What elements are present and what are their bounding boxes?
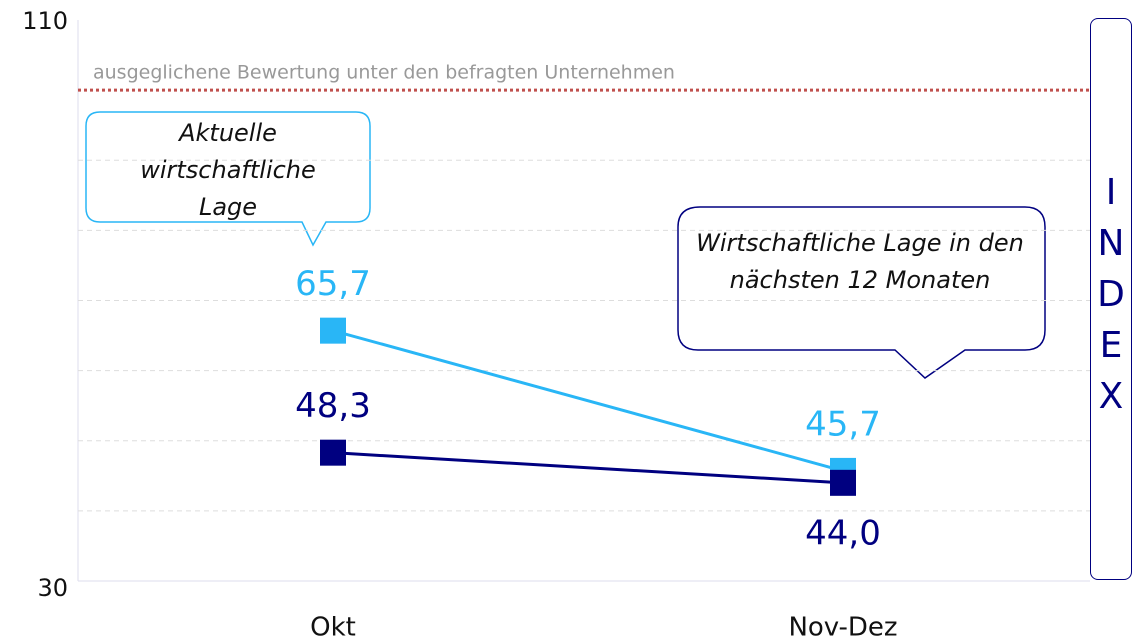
data-label: 44,0	[805, 513, 881, 553]
series-line	[332, 329, 844, 473]
x-tick-label: Okt	[310, 613, 356, 643]
callout-bubble	[677, 206, 1046, 379]
y-tick-label: 110	[22, 7, 68, 35]
index-box: INDEX	[1090, 18, 1132, 580]
y-axis-label: INDEX	[1090, 171, 1132, 427]
reference-label: ausgeglichene Bewertung unter den befrag…	[93, 62, 675, 84]
data-label: 48,3	[295, 386, 371, 426]
x-tick-label: Nov-Dez	[788, 613, 897, 643]
marker	[320, 439, 346, 466]
callout-text: Wirtschaftliche Lage in den nächsten 12 …	[696, 229, 1024, 294]
data-label: 45,7	[805, 404, 881, 444]
marker	[320, 317, 346, 344]
callout-text: Aktuelle wirtschaftliche Lage	[140, 119, 316, 221]
data-label: 65,7	[295, 264, 371, 304]
callout-bubble	[85, 111, 371, 247]
series-line	[332, 451, 844, 485]
y-tick-label: 30	[37, 574, 68, 602]
marker	[830, 469, 856, 496]
